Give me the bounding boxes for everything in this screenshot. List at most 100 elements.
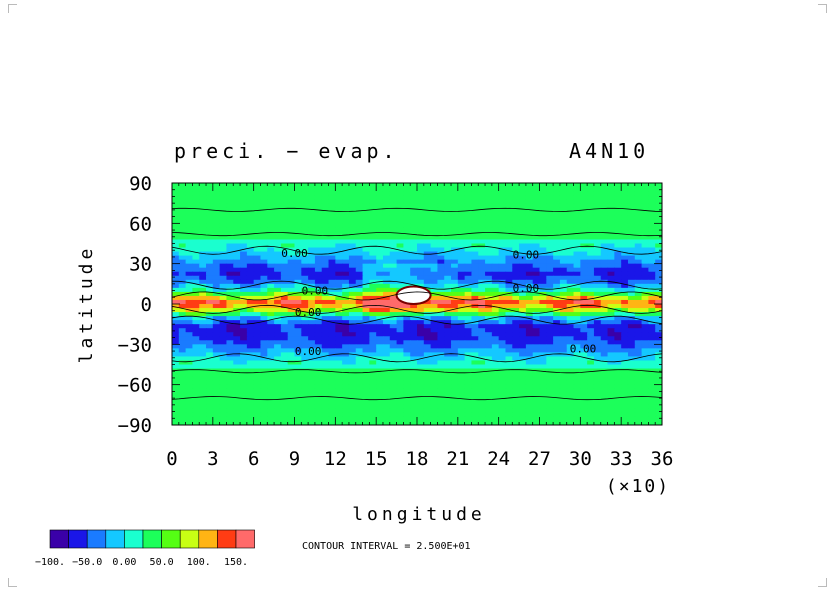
field-cell [267, 227, 275, 232]
field-cell [294, 392, 302, 398]
field-cell [423, 416, 432, 422]
field-cell [593, 356, 602, 362]
field-cell [485, 380, 493, 386]
field-cell [382, 404, 391, 410]
field-cell [274, 364, 282, 370]
field-cell [342, 328, 350, 333]
field-cell [444, 360, 452, 366]
field-cell [240, 191, 248, 196]
field-cell [485, 356, 493, 362]
field-cell [498, 312, 507, 317]
field-cell [369, 219, 377, 224]
field-cell [178, 207, 187, 212]
field-cell [634, 223, 643, 228]
field-cell [403, 223, 411, 228]
field-cell [240, 308, 248, 313]
field-cell [655, 183, 662, 188]
field-cell [525, 324, 534, 329]
field-cell [430, 255, 439, 261]
field-cell [348, 227, 357, 232]
field-cell [246, 404, 255, 410]
field-cell [301, 239, 309, 245]
field-cell [614, 416, 622, 422]
field-cell [437, 376, 445, 382]
field-cell [233, 376, 241, 382]
field-cell [491, 207, 500, 212]
field-cell [206, 211, 214, 216]
field-cell [382, 259, 391, 265]
field-cell [253, 283, 262, 289]
field-cell [532, 299, 541, 305]
field-cell [430, 295, 439, 301]
field-cell [314, 308, 323, 313]
field-cell [491, 364, 500, 370]
field-cell [335, 348, 343, 353]
field-cell [178, 195, 187, 200]
field-cell [614, 279, 622, 285]
field-cell [321, 308, 330, 313]
field-cell [253, 275, 262, 281]
field-cell [280, 344, 289, 349]
field-cell [362, 392, 370, 398]
field-cell [451, 199, 459, 204]
field-cell [314, 384, 323, 390]
field-cell [185, 316, 194, 321]
field-cell [634, 332, 643, 337]
field-cell [301, 227, 309, 232]
field-cell [246, 304, 255, 309]
field-cell [226, 295, 234, 301]
field-cell [559, 404, 568, 410]
field-cell [212, 215, 221, 220]
field-cell [600, 368, 609, 374]
field-cell [410, 364, 418, 370]
field-cell [403, 312, 411, 317]
field-cell [321, 384, 330, 390]
field-cell [274, 324, 282, 329]
field-cell [505, 396, 513, 402]
field-cell [335, 287, 343, 293]
field-cell [444, 183, 452, 188]
field-cell [444, 400, 452, 406]
field-cell [587, 223, 595, 228]
field-cell [587, 416, 595, 422]
field-cell [287, 275, 296, 281]
field-cell [423, 271, 432, 277]
field-cell [362, 283, 370, 289]
field-cell [648, 231, 656, 237]
field-cell [382, 235, 391, 241]
field-cell [226, 308, 234, 313]
field-cell [593, 251, 602, 257]
field-cell [505, 251, 513, 257]
field-cell [240, 384, 248, 390]
field-cell [274, 211, 282, 216]
field-cell [627, 356, 636, 362]
field-cell [212, 356, 221, 362]
field-cell [172, 251, 180, 257]
field-cell [593, 376, 602, 382]
field-cell [342, 263, 350, 269]
field-cell [396, 271, 404, 277]
field-cell [314, 283, 323, 289]
field-cell [389, 223, 398, 228]
field-cell [580, 308, 588, 313]
field-cell [614, 340, 622, 345]
field-cell [308, 376, 316, 382]
field-cell [178, 376, 187, 382]
field-cell [212, 187, 221, 192]
field-cell [321, 287, 330, 293]
field-cell [587, 304, 595, 309]
colorbar-swatch [142, 529, 162, 549]
field-cell [199, 187, 207, 192]
field-cell [410, 223, 418, 228]
field-cell [451, 183, 459, 188]
field-cell [206, 340, 214, 345]
field-cell [471, 368, 479, 374]
field-cell [655, 376, 662, 382]
run-label: A4N10 [569, 139, 649, 163]
field-cell [233, 247, 241, 253]
field-cell [240, 356, 248, 362]
field-cell [335, 328, 343, 333]
field-cell [342, 324, 350, 329]
field-cell [294, 251, 302, 257]
field-cell [219, 283, 228, 289]
